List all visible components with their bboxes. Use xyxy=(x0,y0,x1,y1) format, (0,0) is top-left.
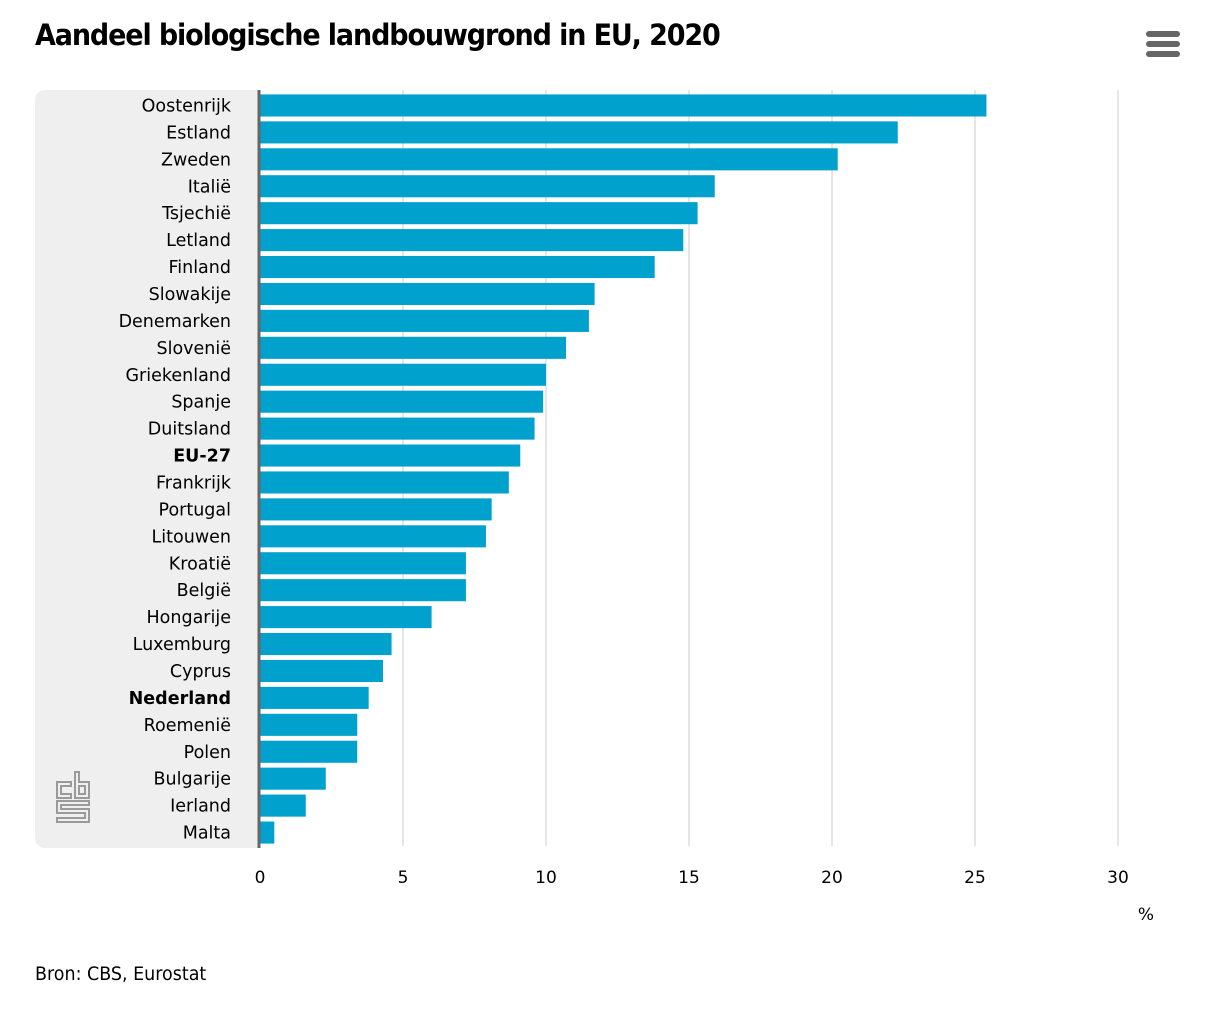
category-label: Malta xyxy=(183,824,231,844)
bar-polen[interactable] xyxy=(260,740,358,763)
category-label: Italië xyxy=(188,177,231,197)
bar-kroati-[interactable] xyxy=(260,552,466,575)
category-label: Kroatië xyxy=(169,554,231,574)
bar-malta[interactable] xyxy=(260,821,275,844)
category-label: Letland xyxy=(166,231,231,251)
category-label: Spanje xyxy=(171,393,231,413)
x-tick-label: 15 xyxy=(678,868,700,888)
category-label: Ierland xyxy=(170,797,231,817)
bar-nederland[interactable] xyxy=(260,686,369,709)
category-label: Slowakije xyxy=(149,285,231,305)
bars xyxy=(260,94,987,844)
hamburger-menu-icon-bar xyxy=(1146,41,1180,47)
bar-spanje[interactable] xyxy=(260,390,544,413)
bar-denemarken[interactable] xyxy=(260,309,589,332)
bar-litouwen[interactable] xyxy=(260,525,486,548)
bar-zweden[interactable] xyxy=(260,148,838,171)
category-labels: Oostenrijk Estland Zweden Italië Tsjechië Let… xyxy=(119,96,232,843)
bar-estland[interactable] xyxy=(260,121,898,144)
cbs-logo-icon xyxy=(56,771,90,823)
x-axis-unit-label: % xyxy=(1138,905,1154,925)
category-label: Denemarken xyxy=(119,312,231,332)
category-label: EU-27 xyxy=(173,447,231,467)
category-label: Litouwen xyxy=(152,527,231,547)
bar-hongarije[interactable] xyxy=(260,606,432,629)
bar-tsjechi-[interactable] xyxy=(260,202,698,225)
bar-itali-[interactable] xyxy=(260,175,715,198)
hamburger-menu-icon xyxy=(1146,31,1180,37)
bar-bulgarije[interactable] xyxy=(260,767,326,790)
x-tick-label: 10 xyxy=(535,868,557,888)
category-label: België xyxy=(177,581,231,601)
bar-portugal[interactable] xyxy=(260,498,492,521)
bar-roemeni-[interactable] xyxy=(260,713,358,736)
bar-luxemburg[interactable] xyxy=(260,632,392,656)
category-label: Polen xyxy=(184,743,231,763)
category-label: Roemenië xyxy=(144,716,231,736)
category-label: Duitsland xyxy=(148,420,231,440)
category-label: Finland xyxy=(168,258,231,278)
bar-griekenland[interactable] xyxy=(260,363,546,386)
bar-oostenrijk[interactable] xyxy=(260,94,987,117)
category-label: Griekenland xyxy=(125,366,231,386)
bar-belgi-[interactable] xyxy=(260,579,466,602)
category-label: Slovenië xyxy=(156,339,231,359)
x-tick-label: 20 xyxy=(821,868,843,888)
category-label: Bulgarije xyxy=(154,770,231,790)
bar-sloveni-[interactable] xyxy=(260,336,567,359)
bar-slowakije[interactable] xyxy=(260,282,595,306)
category-label-panel xyxy=(35,90,260,848)
category-label: Cyprus xyxy=(170,662,231,682)
bar-finland[interactable] xyxy=(260,255,655,279)
category-label: Zweden xyxy=(161,150,231,170)
bar-cyprus[interactable] xyxy=(260,659,383,683)
bar-letland[interactable] xyxy=(260,229,684,252)
hamburger-menu-icon-bar xyxy=(1146,51,1180,57)
category-label: Frankrijk xyxy=(156,473,232,493)
bar-ierland[interactable] xyxy=(260,794,306,817)
bar-eu-27[interactable] xyxy=(260,444,521,467)
source-note: Bron: CBS, Eurostat xyxy=(35,963,207,985)
category-label: Hongarije xyxy=(147,608,231,628)
x-tick-label: 25 xyxy=(964,868,986,888)
x-tick-label: 0 xyxy=(255,868,266,888)
category-label: Nederland xyxy=(129,689,231,709)
bar-frankrijk[interactable] xyxy=(260,471,509,494)
x-tick-label: 30 xyxy=(1107,868,1129,888)
category-label: Luxemburg xyxy=(133,635,231,655)
chart-menu-button[interactable] xyxy=(1146,31,1180,59)
category-label: Tsjechië xyxy=(161,204,231,224)
x-tick-label: 5 xyxy=(398,868,409,888)
bar-duitsland[interactable] xyxy=(260,417,535,440)
category-label: Oostenrijk xyxy=(142,96,232,116)
category-label: Portugal xyxy=(159,500,231,520)
chart-title: Aandeel biologische landbouwgrond in EU,… xyxy=(35,18,721,52)
category-label: Estland xyxy=(166,123,231,143)
x-tick-labels: 0 5 10 15 20 25 30 xyxy=(255,868,1129,888)
